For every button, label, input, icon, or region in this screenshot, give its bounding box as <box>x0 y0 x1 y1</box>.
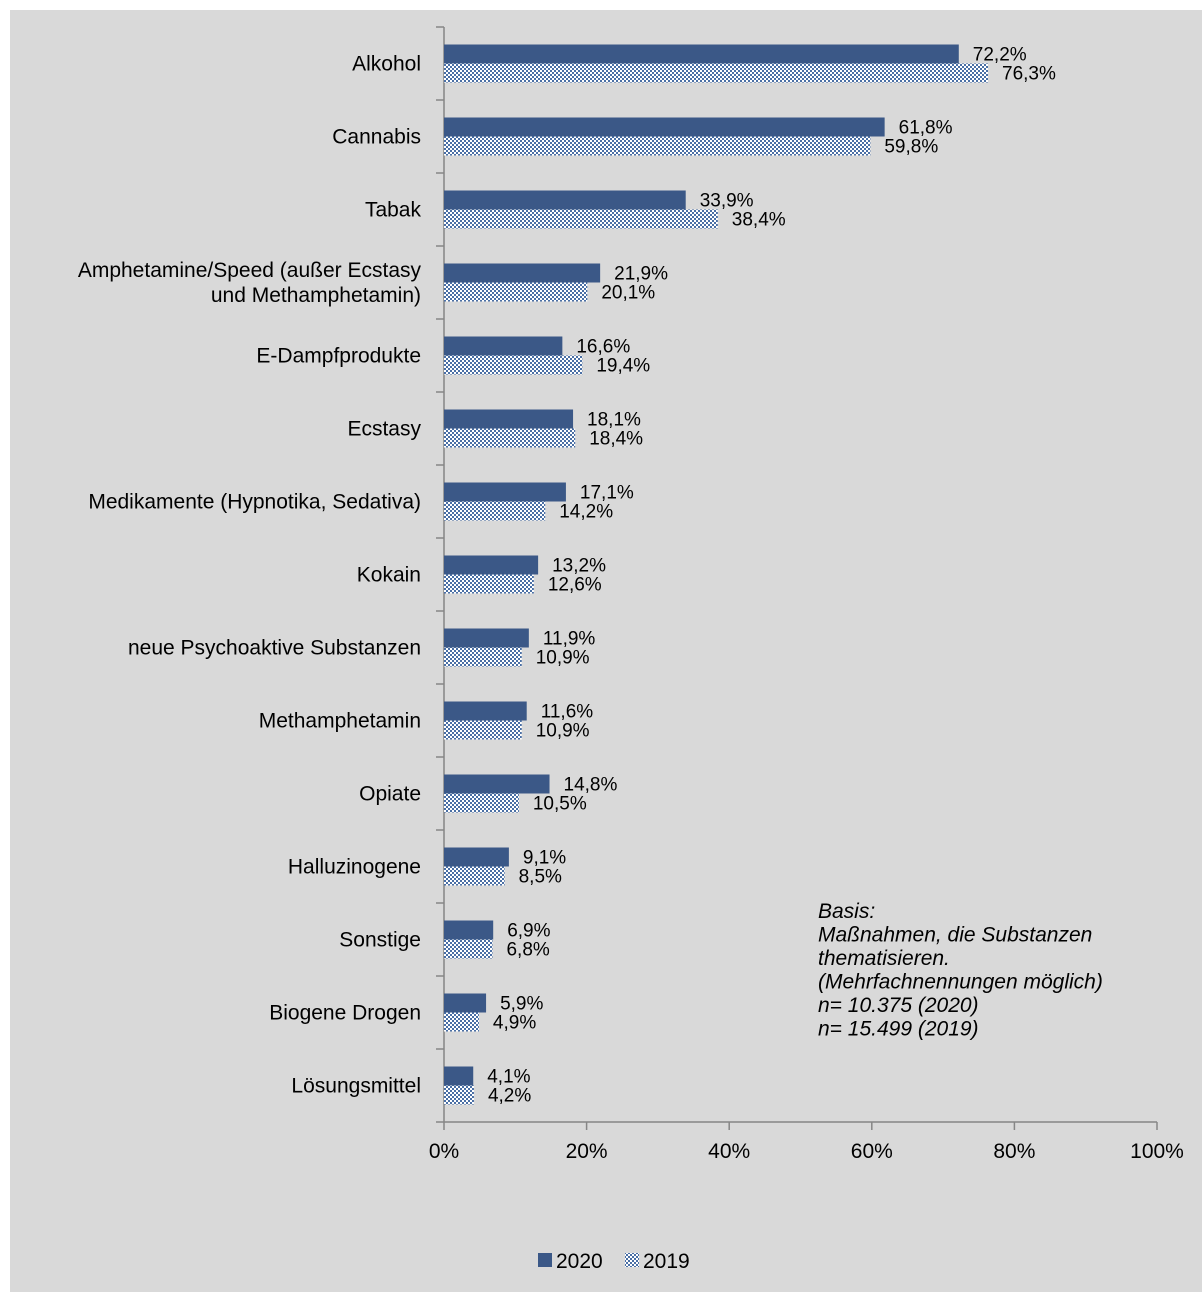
data-label-2019: 10,9% <box>536 648 590 669</box>
bar-2020-14 <box>444 1066 474 1086</box>
category-label: Lösungsmittel <box>291 1075 421 1098</box>
bar-2020-2 <box>444 190 686 210</box>
data-label-2020: 6,9% <box>507 921 550 942</box>
category-label: neue Psychoaktive Substanzen <box>128 637 421 660</box>
data-label-2019: 12,6% <box>548 575 602 596</box>
category-label: Sonstige <box>339 929 421 952</box>
data-label-2019: 18,4% <box>589 429 643 450</box>
x-tick-label: 20% <box>566 1140 608 1163</box>
bars-layer <box>444 44 989 1105</box>
bar-2020-1 <box>444 117 885 137</box>
note-line: n= 15.499 (2019) <box>818 1018 979 1041</box>
data-label-2019: 8,5% <box>519 867 562 888</box>
data-label-2020: 14,8% <box>564 775 618 796</box>
bar-2019-5 <box>444 428 576 448</box>
bar-2019-6 <box>444 501 546 521</box>
category-label: E-Dampfprodukte <box>256 345 421 368</box>
data-label-2020: 61,8% <box>899 118 953 139</box>
category-label: Halluzinogene <box>288 856 421 879</box>
data-label-2019: 14,2% <box>559 502 613 523</box>
x-tick-label: 100% <box>1130 1140 1184 1163</box>
bar-2020-7 <box>444 555 539 575</box>
data-label-2020: 11,6% <box>541 702 594 723</box>
data-label-2020: 17,1% <box>580 483 634 504</box>
data-label-2019: 10,5% <box>533 794 587 815</box>
x-tick-label: 60% <box>851 1140 893 1163</box>
category-label: Tabak <box>365 199 422 222</box>
bar-2020-6 <box>444 482 566 502</box>
legend: 2020 2019 <box>538 1250 690 1273</box>
bar-2019-10 <box>444 793 519 813</box>
data-label-2019: 20,1% <box>601 283 655 304</box>
x-tick-label: 0% <box>429 1140 459 1163</box>
data-label-2020: 9,1% <box>523 848 566 869</box>
bar-2020-8 <box>444 628 529 648</box>
bar-2020-13 <box>444 993 487 1013</box>
data-label-2020: 72,2% <box>973 45 1027 66</box>
data-label-2019: 19,4% <box>596 356 650 377</box>
x-tick-label: 40% <box>708 1140 750 1163</box>
bar-2019-9 <box>444 720 522 740</box>
data-label-2020: 13,2% <box>552 556 606 577</box>
data-label-2020: 11,9% <box>543 629 596 650</box>
bar-2019-4 <box>444 355 583 375</box>
bar-2020-9 <box>444 701 527 721</box>
category-label: Kokain <box>357 564 421 587</box>
bar-2020-3 <box>444 263 601 283</box>
data-label-2019: 10,9% <box>536 721 590 742</box>
note-line: thematisieren. <box>818 947 950 970</box>
x-tick-label: 80% <box>993 1140 1035 1163</box>
bar-2019-8 <box>444 647 522 667</box>
data-label-2020: 33,9% <box>700 191 754 212</box>
bar-2019-13 <box>444 1012 479 1032</box>
category-label: Amphetamine/Speed (außer Ecstasy <box>78 259 422 282</box>
bar-2019-11 <box>444 866 505 886</box>
data-label-2019: 76,3% <box>1002 64 1056 85</box>
basis-note: Basis:Maßnahmen, die Substanzenthematisi… <box>818 900 1103 1041</box>
data-label-2019: 59,8% <box>884 137 938 158</box>
data-label-2020: 4,1% <box>487 1067 530 1088</box>
category-label: Opiate <box>359 783 421 806</box>
category-label: Biogene Drogen <box>269 1002 421 1025</box>
data-label-2019: 6,8% <box>506 940 549 961</box>
bar-2019-14 <box>444 1085 474 1105</box>
bar-2020-4 <box>444 336 563 356</box>
note-line: Basis: <box>818 900 875 923</box>
note-line: n= 10.375 (2020) <box>818 994 979 1017</box>
data-label-2019: 38,4% <box>732 210 786 231</box>
legend-label-2019: 2019 <box>643 1250 690 1273</box>
data-label-2020: 18,1% <box>587 410 641 431</box>
category-label: Cannabis <box>332 126 421 149</box>
bar-2019-7 <box>444 574 534 594</box>
note-line: Maßnahmen, die Substanzen <box>818 924 1092 947</box>
bar-2019-1 <box>444 136 871 156</box>
bar-2020-5 <box>444 409 574 429</box>
data-label-2019: 4,9% <box>493 1013 536 1034</box>
data-label-2020: 5,9% <box>500 994 543 1015</box>
legend-swatch-2019 <box>625 1253 639 1267</box>
bar-2020-10 <box>444 774 550 794</box>
bar-2020-0 <box>444 44 959 64</box>
data-label-2020: 21,9% <box>614 264 668 285</box>
bar-2019-2 <box>444 209 718 229</box>
category-label: Methamphetamin <box>259 710 421 733</box>
bar-2019-0 <box>444 63 989 83</box>
bar-2019-12 <box>444 939 493 959</box>
category-label: Medikamente (Hypnotika, Sedativa) <box>88 491 421 514</box>
category-label: und Methamphetamin) <box>211 284 421 307</box>
bar-2020-12 <box>444 920 494 940</box>
legend-swatch-2020 <box>538 1253 552 1267</box>
labels-layer: 0% 20% 40% 60% 80% 100% Alkohol Cannabis Tabak Am… <box>78 45 1184 1164</box>
category-label: Alkohol <box>352 53 421 76</box>
note-line: (Mehrfachnennungen möglich) <box>818 971 1103 994</box>
data-label-2020: 16,6% <box>576 337 630 358</box>
bar-2020-11 <box>444 847 509 867</box>
data-label-2019: 4,2% <box>488 1086 531 1107</box>
bar-2019-3 <box>444 282 588 302</box>
legend-label-2020: 2020 <box>556 1250 603 1273</box>
category-label: Ecstasy <box>347 418 421 441</box>
